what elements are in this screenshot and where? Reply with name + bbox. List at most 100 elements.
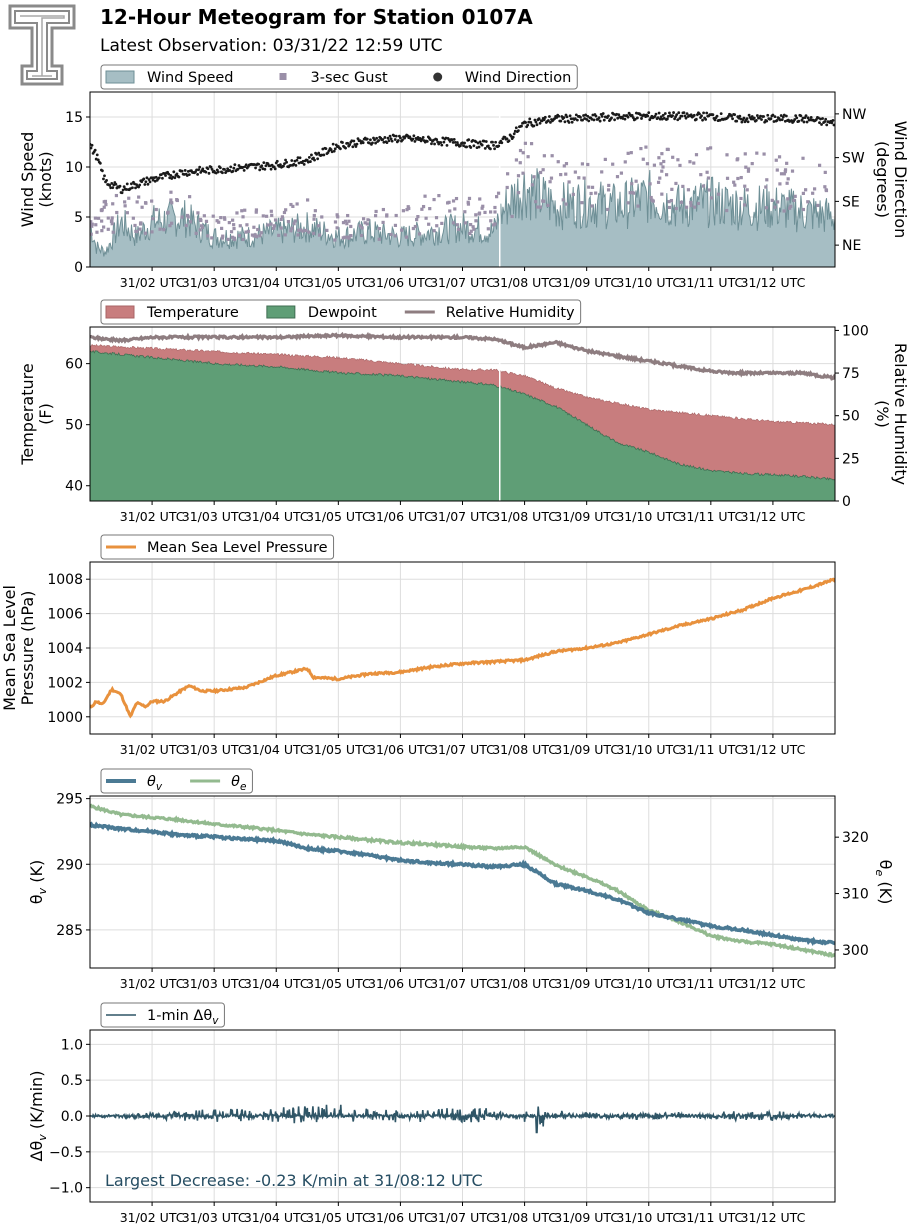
gust-point [100, 229, 104, 233]
direction-point [218, 166, 222, 170]
gust-point [381, 220, 385, 225]
legend-box [100, 299, 582, 325]
gust-point [111, 202, 115, 206]
direction-point [771, 113, 775, 117]
x-tick-label: 31/12 UTC [741, 1210, 806, 1225]
legend-swatch [105, 70, 135, 84]
gust-point [269, 222, 273, 226]
gust-point [674, 181, 678, 186]
direction-point [727, 115, 730, 118]
x-tick-label: 31/08 UTC [492, 1210, 557, 1225]
gust-point [335, 213, 339, 217]
direction-point [700, 114, 703, 118]
gust-point [708, 146, 713, 150]
gust-point [478, 197, 482, 201]
series-dewpoint-area [90, 349, 835, 501]
direction-point [639, 113, 642, 117]
gust-point [400, 228, 404, 232]
direction-point [782, 113, 786, 117]
x-tick-label: 31/12 UTC [741, 742, 806, 757]
direction-point [292, 162, 296, 166]
gust-point [210, 236, 214, 240]
legend-swatch [433, 72, 443, 82]
gust-point [670, 187, 674, 191]
gust-point [143, 231, 148, 235]
direction-point [388, 134, 392, 138]
y-tick-label: 1004 [47, 641, 83, 657]
direction-point [683, 114, 687, 118]
y-tick-label: 5 [74, 210, 83, 226]
direction-point [831, 119, 835, 122]
annotation-largest-decrease: Largest Decrease: -0.23 K/min at 31/08:1… [105, 1171, 483, 1190]
direction-point [549, 120, 552, 124]
direction-point [662, 116, 666, 120]
gust-point [151, 217, 155, 221]
gust-point [279, 226, 283, 230]
direction-point [432, 138, 435, 142]
direction-point [453, 140, 457, 144]
gust-point [341, 221, 346, 225]
gust-point [788, 206, 792, 210]
direction-point [103, 174, 106, 178]
direction-point [762, 115, 766, 118]
direction-point [237, 164, 241, 167]
direction-point [809, 116, 813, 119]
direction-point [750, 115, 754, 118]
gust-point [343, 219, 348, 223]
direction-point [95, 153, 99, 157]
direction-point [795, 116, 799, 120]
direction-point [151, 178, 155, 182]
gust-point [102, 200, 106, 204]
gust-point [165, 211, 170, 215]
y-tick-label: 25 [842, 451, 860, 467]
svg-text:Wind Direction(degrees): Wind Direction(degrees) [873, 121, 910, 239]
direction-point [418, 136, 422, 140]
direction-point [231, 169, 235, 173]
direction-point [805, 120, 809, 124]
gust-point [250, 233, 255, 237]
gust-point [669, 198, 674, 203]
gust-point [590, 185, 595, 189]
direction-point [500, 141, 504, 145]
direction-point [461, 141, 464, 145]
direction-point [233, 163, 237, 167]
gust-point [272, 224, 277, 228]
svg-text:Mean Sea LevelPressure (hPa): Mean Sea LevelPressure (hPa) [0, 585, 37, 711]
temperature-plot [90, 327, 835, 501]
direction-point [672, 111, 675, 114]
gust-point [215, 219, 219, 223]
direction-point [150, 176, 154, 180]
svg-text:Δθv (K/min): Δθv (K/min) [27, 1071, 49, 1162]
gust-point [235, 211, 239, 215]
legend-label: θe [231, 774, 246, 793]
gust-point [188, 220, 193, 224]
series-theta-v-line [90, 821, 835, 947]
theta-y-ticks: 285 290 295 [56, 792, 90, 939]
y-tick-label: 1002 [47, 675, 83, 691]
direction-point [472, 144, 476, 148]
gust-point [241, 215, 245, 219]
gust-point [667, 200, 671, 204]
gust-point [223, 217, 227, 221]
direction-point [332, 149, 336, 153]
gust-point [204, 219, 209, 223]
gust-point [750, 161, 754, 166]
direction-point [808, 118, 812, 122]
direction-point [570, 120, 574, 124]
gust-point [377, 227, 381, 231]
gust-point [254, 208, 259, 212]
gust-point [626, 151, 630, 155]
gust-point [562, 164, 566, 168]
gust-point [432, 229, 436, 233]
direction-point [401, 138, 404, 142]
gust-point [110, 222, 114, 226]
legend-label: θv [147, 774, 163, 793]
gust-point [571, 192, 575, 197]
direction-point [435, 138, 439, 141]
gust-point [526, 155, 530, 159]
gust-point [374, 209, 378, 214]
gust-point [360, 233, 364, 238]
direction-point [148, 180, 152, 184]
